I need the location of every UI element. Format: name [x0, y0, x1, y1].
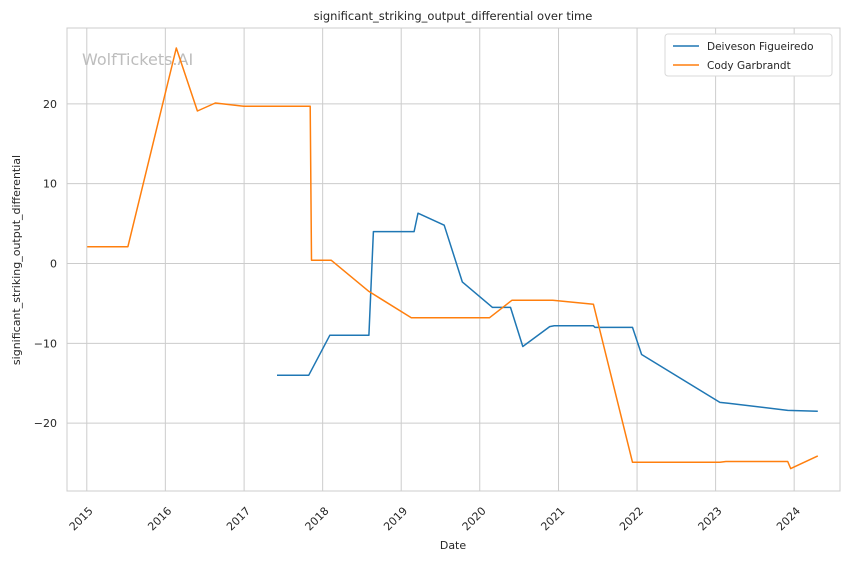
y-axis-ticks: −20 −10 0 10 20: [34, 98, 57, 430]
plot-frame: [66, 27, 841, 492]
y-tick-label: 10: [43, 178, 57, 191]
legend-label-0: Deiveson Figueiredo: [707, 41, 814, 53]
series-line-1: [87, 47, 819, 470]
y-axis-title: significant_striking_output_differential: [10, 155, 23, 365]
series-layer: [87, 47, 819, 470]
y-tick-label: 0: [50, 257, 57, 270]
y-tick-label: −10: [34, 337, 57, 350]
grid-lines: [67, 28, 840, 491]
legend-box: [664, 33, 833, 77]
plot-area: [66, 27, 841, 492]
series-line-0: [277, 212, 818, 412]
y-tick-label: 20: [43, 98, 57, 111]
legend: Deiveson Figueiredo Cody Garbrandt: [664, 33, 833, 77]
watermark-text: WolfTickets.AI: [82, 50, 193, 69]
legend-label-1: Cody Garbrandt: [707, 60, 791, 72]
chart-title: significant_striking_output_differential…: [314, 9, 593, 23]
x-axis-title: Date: [440, 539, 467, 552]
y-tick-label: −20: [34, 417, 57, 430]
